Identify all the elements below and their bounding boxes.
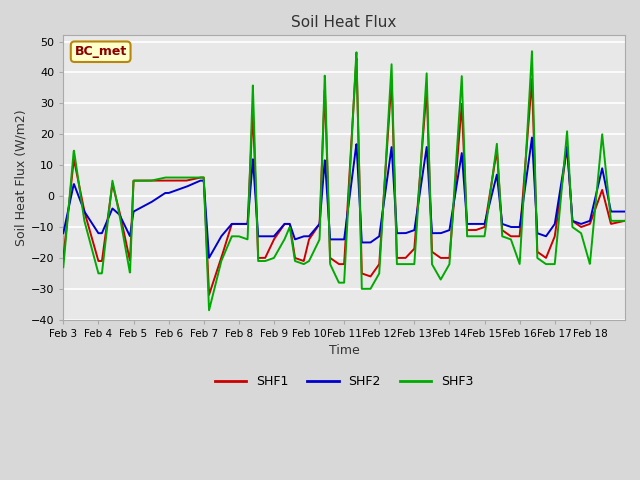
Y-axis label: Soil Heat Flux (W/m2): Soil Heat Flux (W/m2) (15, 109, 28, 246)
Text: BC_met: BC_met (74, 45, 127, 58)
Legend: SHF1, SHF2, SHF3: SHF1, SHF2, SHF3 (210, 370, 478, 393)
X-axis label: Time: Time (329, 344, 360, 357)
Title: Soil Heat Flux: Soil Heat Flux (291, 15, 397, 30)
